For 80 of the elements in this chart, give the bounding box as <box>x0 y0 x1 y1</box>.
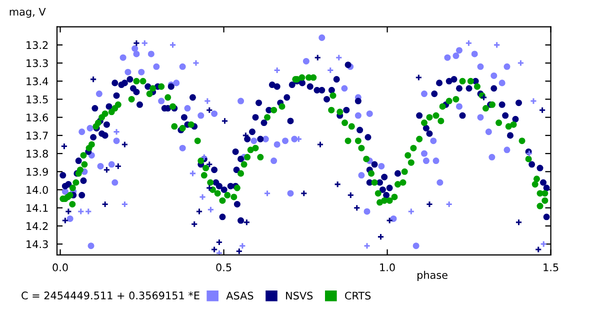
point <box>353 204 360 212</box>
point <box>408 208 415 216</box>
point <box>316 140 324 148</box>
y-tick-label: 13.8 <box>26 150 48 158</box>
x-tick-label: 1.0 <box>380 263 395 272</box>
point <box>192 59 200 67</box>
point <box>206 106 213 114</box>
point <box>121 140 128 148</box>
point <box>465 40 472 47</box>
point <box>132 40 140 47</box>
point <box>62 216 69 224</box>
point <box>386 216 394 224</box>
point <box>196 208 203 216</box>
point <box>206 160 213 168</box>
point <box>538 106 546 114</box>
point <box>300 190 308 197</box>
point <box>189 170 196 177</box>
point <box>517 59 524 67</box>
point <box>515 218 522 226</box>
point <box>243 218 250 226</box>
point <box>493 41 500 48</box>
y-tick-label: 13.4 <box>26 77 48 86</box>
point <box>221 117 228 124</box>
point <box>207 206 214 214</box>
point <box>326 66 334 74</box>
point <box>238 242 246 250</box>
x-axis-title: phase <box>418 270 448 281</box>
point <box>377 233 384 240</box>
point <box>264 190 271 197</box>
y-axis-title: mag, V <box>10 8 46 18</box>
point <box>102 200 109 208</box>
x-tick-label: 0.5 <box>216 263 232 272</box>
point <box>114 162 122 170</box>
point <box>540 240 548 248</box>
point <box>334 180 342 188</box>
point <box>204 98 211 105</box>
point <box>530 98 538 105</box>
y-tick-label: 13.2 <box>26 41 48 50</box>
point <box>84 208 92 216</box>
y-tick-label: 13.6 <box>26 114 48 122</box>
point <box>90 76 97 83</box>
text: C = 2454449.511 + 0.3569151 *E <box>22 292 200 300</box>
point <box>169 41 176 48</box>
point <box>198 193 206 201</box>
point <box>64 208 72 216</box>
legend-label: ASAS <box>226 292 254 300</box>
point <box>103 166 110 174</box>
point <box>526 150 533 158</box>
y-tick-label: 13.7 <box>26 132 48 140</box>
point <box>77 208 84 216</box>
point <box>206 184 213 192</box>
point <box>112 128 120 136</box>
point <box>314 54 322 62</box>
point <box>216 250 223 255</box>
point <box>446 200 453 208</box>
y-tick-label: 14.0 <box>26 186 48 194</box>
legend-label: CRTS <box>345 292 371 300</box>
point <box>347 192 354 199</box>
y-tick-label: 13.3 <box>26 59 48 68</box>
x-tick-label: 0.0 <box>52 263 68 272</box>
x-tick-label: 1.5 <box>544 264 558 272</box>
point <box>236 248 243 255</box>
y-tick-label: 13.9 <box>26 168 48 176</box>
legend-label: NSVS <box>286 292 313 300</box>
y-tick-label: 13.5 <box>26 95 48 104</box>
point <box>363 242 371 250</box>
point <box>60 142 68 150</box>
point <box>534 246 542 254</box>
y-tick-label: 14.1 <box>26 204 48 212</box>
point <box>141 40 148 47</box>
point <box>274 66 281 74</box>
y-tick-label: 14.2 <box>26 222 48 230</box>
point <box>210 246 218 254</box>
point <box>190 220 198 228</box>
point <box>121 200 128 208</box>
point <box>415 74 422 82</box>
point <box>426 200 434 208</box>
point <box>335 54 342 62</box>
y-tick-label: 14.3 <box>26 240 48 248</box>
point <box>216 238 223 246</box>
